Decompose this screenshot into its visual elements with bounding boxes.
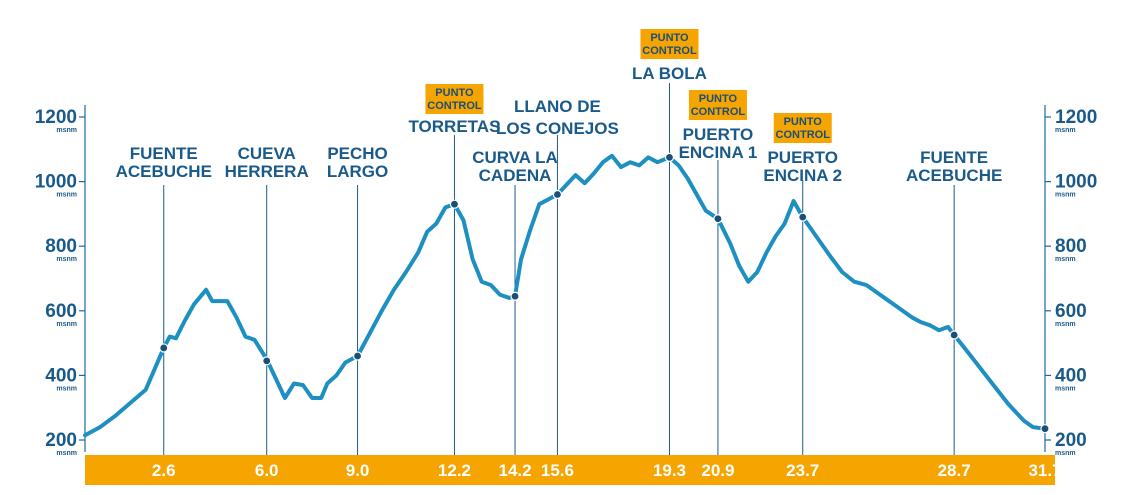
y-unit-label-left: msnm: [56, 256, 77, 263]
waypoint-name: TORRETAS: [408, 117, 500, 136]
waypoint-name: CURVA LA: [472, 148, 558, 167]
waypoint-dot: [449, 199, 460, 209]
y-tick-label-left: 600: [45, 301, 77, 322]
waypoint-dot: [713, 214, 723, 224]
y-unit-label-right: msnm: [1055, 450, 1076, 457]
distance-label: 28.7: [938, 461, 971, 480]
distance-label: 19.3: [653, 461, 686, 480]
y-tick-label-right: 400: [1055, 365, 1087, 386]
control-badge-text: CONTROL: [691, 106, 746, 118]
waypoint-dot: [552, 189, 563, 200]
y-unit-label-left: msnm: [56, 192, 77, 199]
waypoint-name: LA BOLA: [632, 64, 707, 83]
waypoint-dot: [664, 152, 675, 162]
control-badge-text: CONTROL: [776, 129, 831, 141]
control-badge-text: CONTROL: [427, 100, 482, 112]
distance-label: 31.7: [1028, 461, 1061, 480]
y-tick-label-left: 1000: [35, 172, 77, 193]
y-unit-label-right: msnm: [1055, 321, 1076, 328]
waypoint-name: LARGO: [327, 162, 388, 181]
waypoint-dot: [352, 351, 363, 361]
waypoint-name: ACEBUCHE: [906, 166, 1002, 185]
y-tick-label-left: 1200: [35, 107, 77, 128]
control-badge-bg: [773, 113, 832, 143]
y-tick-label-right: 600: [1055, 301, 1087, 322]
waypoint-dot: [798, 212, 808, 222]
control-badge-bg: [425, 84, 484, 114]
y-unit-label-right: msnm: [1055, 385, 1076, 392]
control-badge-bg: [688, 90, 747, 120]
waypoint-name: FUENTE: [920, 148, 988, 167]
waypoint-lines: [163, 83, 955, 455]
waypoint-name: LLANO DE: [514, 97, 601, 116]
y-unit-label-right: msnm: [1055, 256, 1076, 263]
distance-label: 15.6: [541, 461, 574, 480]
y-tick-label-left: 200: [45, 430, 77, 451]
y-unit-label-left: msnm: [56, 127, 77, 134]
distance-labels: 2.6 6.0 9.0 12.2 14.2 15.6 19.3 20.9 23.7 28.7 31.…: [152, 461, 1062, 480]
y-unit-label-left: msnm: [56, 385, 77, 392]
y-unit-label-right: msnm: [1055, 127, 1076, 134]
waypoint-labels: FUENTEACEBUCHECUEVAHERRERAPECHOLARGOTORR…: [116, 29, 1002, 185]
y-unit-label-left: msnm: [56, 321, 77, 328]
control-badge-text: PUNTO: [784, 116, 823, 128]
control-badge-text: CONTROL: [642, 45, 697, 57]
elevation-profile-line: [83, 153, 1047, 438]
y-tick-label-right: 800: [1055, 236, 1087, 257]
distance-label: 14.2: [498, 461, 531, 480]
waypoint-name: ENCINA 1: [679, 143, 758, 162]
distance-bar: [85, 455, 1055, 485]
y-tick-label-left: 400: [45, 365, 77, 386]
waypoint-name: HERRERA: [225, 162, 309, 181]
waypoint-name: FUENTE: [130, 144, 198, 163]
waypoint-name: PUERTO: [767, 148, 838, 167]
distance-label: 23.7: [786, 461, 819, 480]
waypoint-dot: [159, 343, 169, 353]
waypoint-markers: [159, 152, 1050, 434]
distance-label: 9.0: [346, 461, 370, 480]
distance-label: 20.9: [701, 461, 734, 480]
waypoint-name: CADENA: [479, 166, 552, 185]
y-axes: 200msnm200msnm400msnm400msnm600msnm600ms…: [35, 105, 1097, 457]
waypoint-name: CUEVA: [238, 144, 296, 163]
distance-label: 6.0: [255, 461, 279, 480]
waypoint-dot: [949, 330, 959, 340]
waypoint-name: ACEBUCHE: [116, 162, 212, 181]
waypoint-name: PUERTO: [683, 125, 754, 144]
distance-label: 12.2: [438, 461, 471, 480]
waypoint-dot: [262, 356, 272, 366]
y-tick-label-right: 1200: [1055, 107, 1097, 128]
waypoint-name: ENCINA 2: [763, 166, 842, 185]
y-unit-label-right: msnm: [1055, 192, 1076, 199]
control-badge-text: PUNTO: [650, 32, 689, 44]
waypoint-dot: [510, 291, 520, 301]
control-badge-bg: [640, 29, 699, 59]
y-tick-label-right: 200: [1055, 430, 1087, 451]
waypoint-name: LOS CONEJOS: [496, 119, 619, 138]
waypoint-name: PECHO: [327, 144, 387, 163]
control-badge-text: PUNTO: [435, 87, 474, 99]
waypoint-dot: [1040, 424, 1050, 434]
y-tick-label-right: 1000: [1055, 172, 1097, 193]
y-unit-label-left: msnm: [56, 450, 77, 457]
control-badge-text: PUNTO: [699, 93, 738, 105]
y-tick-label-left: 800: [45, 236, 77, 257]
distance-label: 2.6: [152, 461, 176, 480]
